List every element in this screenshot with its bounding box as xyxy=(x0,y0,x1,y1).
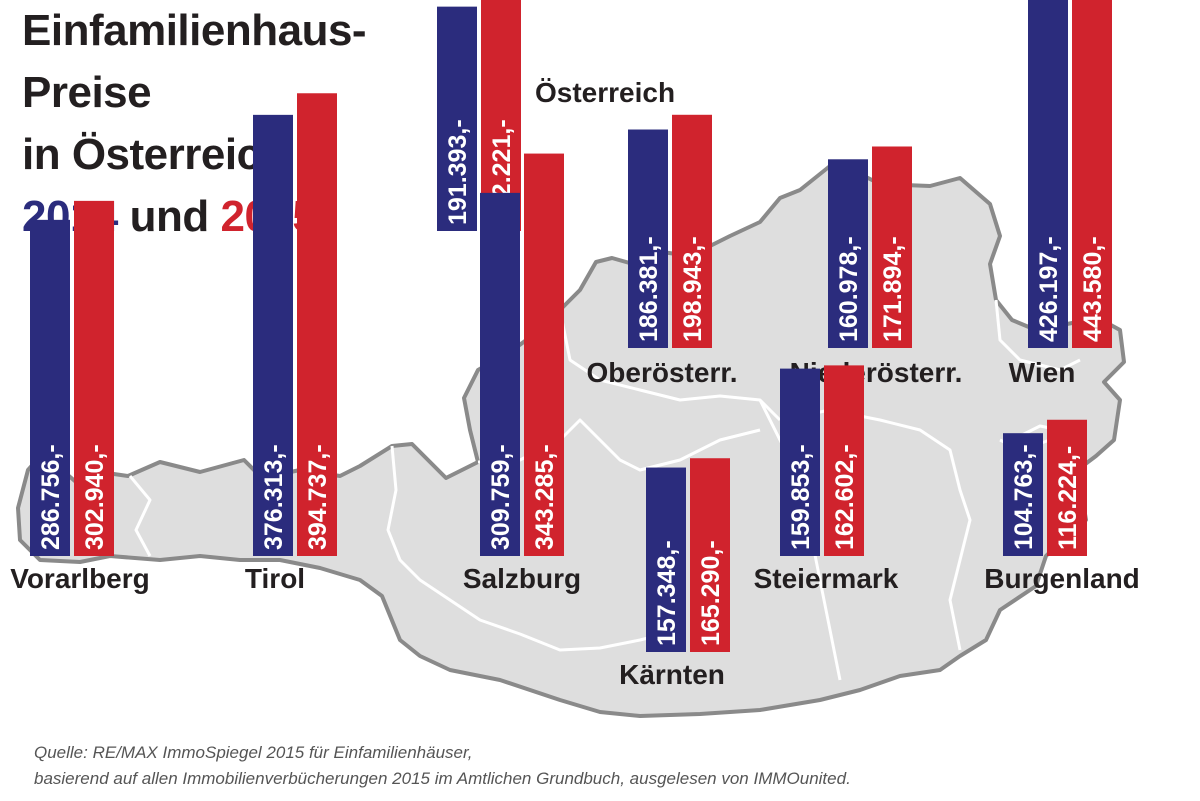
bar-value-label: 443.580,- xyxy=(1079,236,1107,342)
bar-burgenland-2014 xyxy=(1003,433,1043,556)
bar-value-label: 426.197,- xyxy=(1035,236,1063,342)
bar-group-salzburg: 309.759,- 343.285,- Salzburg xyxy=(463,153,581,594)
chart-title: Einfamilienhaus- Preise in Österreich 20… xyxy=(22,0,367,248)
bar-niederosterr-2014 xyxy=(828,159,868,348)
bar-tirol-2015 xyxy=(297,93,337,556)
bar-vorarlberg-2014 xyxy=(30,219,70,556)
bar-value-label: 104.763,- xyxy=(1010,444,1038,550)
bar-value-label: 162.602,- xyxy=(831,444,859,550)
bar-value-label: 394.737,- xyxy=(304,444,332,550)
bar-value-label: 157.348,- xyxy=(653,540,681,646)
bar-value-label: 309.759,- xyxy=(487,444,515,550)
bar-group-vorarlberg: 286.756,- 302.940,- Vorarlberg xyxy=(10,200,150,594)
source-line-1: Quelle: RE/MAX ImmoSpiegel 2015 für Einf… xyxy=(34,743,473,762)
bar-value-label: 171.894,- xyxy=(879,236,907,342)
bar-group-tirol: 376.313,- 394.737,- Tirol xyxy=(245,93,337,594)
region-label-steiermark: Steiermark xyxy=(754,563,899,594)
bar-group-karnten: 157.348,- 165.290,- Kärnten xyxy=(619,458,730,690)
bar-karnten-2015 xyxy=(690,458,730,652)
bar-value-label: 186.381,- xyxy=(635,236,663,342)
region-label-karnten: Kärnten xyxy=(619,659,725,690)
bar-group-steiermark: 159.853,- 162.602,- Steiermark xyxy=(754,365,899,594)
bar-karnten-2014 xyxy=(646,467,686,652)
bar-tirol-2014 xyxy=(253,114,293,556)
bar-salzburg-2015 xyxy=(524,153,564,556)
bar-burgenland-2015 xyxy=(1047,419,1087,556)
bar-osterreich-2014 xyxy=(437,6,477,231)
region-label-burgenland: Burgenland xyxy=(984,563,1140,594)
national-label: Österreich xyxy=(535,77,675,108)
bar-value-label: 376.313,- xyxy=(260,444,288,550)
bar-salzburg-2014 xyxy=(480,192,520,557)
region-label-vorarlberg: Vorarlberg xyxy=(10,563,150,594)
title-line-3: in Österreich xyxy=(22,130,287,179)
region-label-tirol: Tirol xyxy=(245,563,305,594)
bar-value-label: 116.224,- xyxy=(1054,446,1082,550)
bar-group-niederosterr: 160.978,- 171.894,-Niederösterr. xyxy=(790,146,962,388)
bar-value-label: 165.290,- xyxy=(697,540,725,646)
source-line-2: basierend auf allen Immobilienverbücheru… xyxy=(34,769,851,788)
title-connector: und xyxy=(129,192,210,241)
bar-value-label: 286.756,- xyxy=(37,444,65,550)
bar-value-label: 198.943,- xyxy=(679,236,707,342)
source-note: Quelle: RE/MAX ImmoSpiegel 2015 für Einf… xyxy=(34,740,851,792)
title-line-2: Preise xyxy=(22,68,152,117)
bar-steiermark-2014 xyxy=(780,368,820,556)
bar-oberosterr-2015 xyxy=(672,114,712,348)
bar-value-label: 160.978,- xyxy=(835,236,863,342)
bar-oberosterr-2014 xyxy=(628,129,668,348)
bar-group-oberosterr: 186.381,- 198.943,- Oberösterr. xyxy=(587,114,738,388)
bar-value-label: 343.285,- xyxy=(531,444,559,550)
title-line-1: Einfamilienhaus- xyxy=(22,6,367,55)
bar-steiermark-2015 xyxy=(824,365,864,556)
bar-wien-2014 xyxy=(1028,0,1068,348)
bar-value-label: 302.940,- xyxy=(81,444,109,550)
bar-value-label: 159.853,- xyxy=(787,444,815,550)
bar-osterreich-2015 xyxy=(481,0,521,231)
bar-group-wien: 426.197,- 443.580,-Wien xyxy=(1009,0,1112,388)
bar-value-label: 191.393,- xyxy=(444,119,472,225)
bar-wien-2015 xyxy=(1072,0,1112,348)
bar-group-burgenland: 104.763,- 116.224,- Burgenland xyxy=(984,419,1140,594)
bar-vorarlberg-2015 xyxy=(74,200,114,556)
bar-niederosterr-2015 xyxy=(872,146,912,348)
region-label-oberosterr: Oberösterr. xyxy=(587,357,738,388)
region-label-wien: Wien xyxy=(1009,357,1076,388)
region-label-salzburg: Salzburg xyxy=(463,563,581,594)
